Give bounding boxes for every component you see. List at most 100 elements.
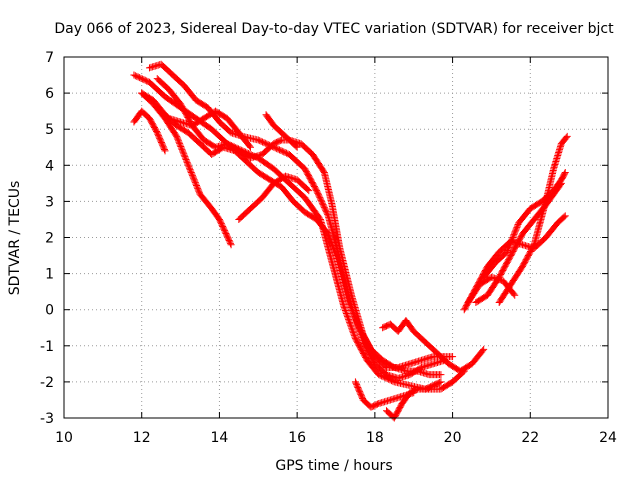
data-point — [184, 160, 192, 168]
data-point — [187, 167, 195, 175]
data-point — [560, 213, 568, 221]
data-point — [480, 345, 488, 353]
data-point — [247, 143, 255, 151]
data-point — [342, 309, 350, 317]
data-point — [343, 311, 351, 319]
data-point — [194, 186, 202, 194]
y-tick-label: 2 — [45, 231, 54, 247]
y-axis-label: SDTVAR / TECUs — [7, 181, 23, 296]
data-point — [182, 156, 190, 164]
data-point — [330, 246, 338, 254]
data-point — [513, 222, 521, 230]
data-point — [508, 235, 516, 243]
y-tick-label: -3 — [40, 411, 54, 427]
x-tick-label: 20 — [444, 430, 462, 446]
data-point — [329, 243, 337, 251]
data-point — [176, 141, 184, 149]
data-point — [348, 324, 356, 332]
data-point — [292, 142, 300, 150]
data-point — [160, 145, 168, 153]
series-pass-11 — [379, 317, 488, 375]
y-tick-label: 0 — [45, 303, 54, 319]
data-point — [511, 291, 519, 299]
grid — [64, 57, 608, 418]
plot-frame — [63, 56, 609, 419]
data-point — [192, 180, 200, 188]
data-point — [176, 140, 184, 148]
data-point — [503, 248, 511, 256]
data-point — [513, 223, 521, 231]
data-point — [177, 144, 185, 152]
data-point — [179, 147, 187, 155]
data-point — [412, 386, 420, 394]
data-point — [190, 174, 198, 182]
data-point — [175, 138, 183, 146]
data-point — [561, 170, 569, 178]
data-point — [331, 250, 339, 258]
data-point — [227, 241, 235, 249]
data-point — [173, 132, 181, 140]
data-point — [226, 239, 234, 247]
y-tick-label: 5 — [45, 122, 54, 138]
series-pass-8 — [235, 172, 313, 223]
data-point — [529, 242, 537, 250]
x-tick-label: 22 — [521, 430, 539, 446]
data-point — [327, 239, 335, 247]
data-point — [350, 332, 358, 340]
data-point — [342, 308, 350, 316]
data-point — [508, 236, 516, 244]
data-point — [344, 314, 352, 322]
data-point — [188, 171, 196, 179]
series-pass-6 — [153, 104, 255, 151]
data-point — [511, 228, 519, 236]
data-point — [186, 166, 194, 174]
data-point — [345, 315, 353, 323]
x-tick-label: 12 — [133, 430, 151, 446]
data-point — [510, 290, 518, 298]
data-point — [506, 241, 514, 249]
data-point — [347, 321, 355, 329]
y-tick-label: -1 — [40, 339, 54, 355]
data-point — [512, 226, 520, 234]
data-point — [305, 187, 313, 195]
data-point — [512, 225, 520, 233]
data-point — [324, 230, 332, 238]
y-tick-label: 4 — [45, 158, 54, 174]
series-pass-17 — [464, 273, 519, 306]
data-point — [326, 236, 334, 244]
series-pass-16 — [495, 132, 571, 306]
data-point — [561, 212, 569, 220]
data-point — [325, 231, 333, 239]
data-point — [505, 242, 513, 250]
data-point — [181, 154, 189, 162]
series-pass-5 — [138, 89, 235, 249]
data-point — [194, 184, 202, 192]
data-point — [185, 163, 193, 171]
y-tick-labels: -3 -2 -1 0 1 2 3 4 5 6 7 — [40, 50, 54, 427]
data-point — [505, 244, 513, 252]
data-point — [191, 177, 199, 185]
data-point — [509, 232, 517, 240]
data-point — [189, 173, 197, 181]
data-point — [340, 304, 348, 312]
data-point — [563, 132, 571, 140]
y-tick-label: 1 — [45, 267, 54, 283]
data-point — [328, 241, 336, 249]
x-tick-label: 24 — [599, 430, 617, 446]
data-point — [345, 317, 353, 325]
data-point — [190, 176, 198, 184]
x-tick-label: 16 — [288, 430, 306, 446]
data-point — [320, 167, 328, 175]
data-series — [130, 60, 571, 422]
data-point — [178, 145, 186, 153]
data-point — [193, 182, 201, 190]
x-tick-label: 18 — [366, 430, 384, 446]
data-point — [436, 379, 444, 387]
data-point — [183, 158, 191, 166]
data-point — [293, 143, 301, 151]
data-point — [330, 247, 338, 255]
data-point — [561, 169, 569, 177]
data-point — [326, 234, 334, 242]
x-tick-label: 10 — [55, 430, 73, 446]
